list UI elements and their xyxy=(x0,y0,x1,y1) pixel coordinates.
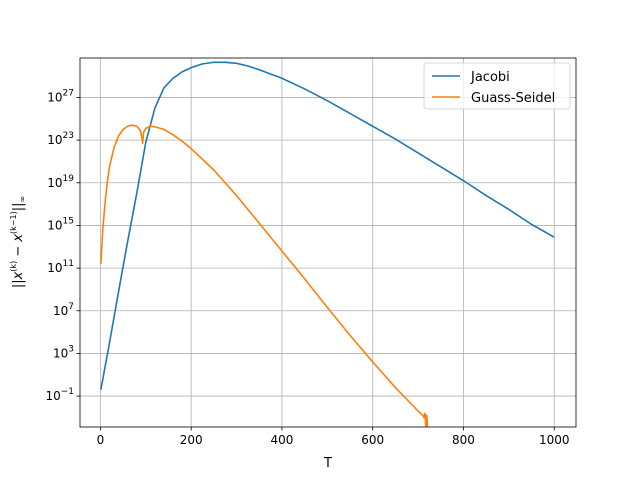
y-axis-label: ||x(k) − x(k−1)||∞ xyxy=(9,196,27,288)
legend: Jacobi Guass-Seidel xyxy=(423,62,571,110)
x-tick-label: 1000 xyxy=(539,433,570,447)
plot-frame xyxy=(79,57,577,428)
x-axis-label: T xyxy=(323,456,332,471)
legend-label: Guass-Seidel xyxy=(471,91,555,106)
plot-area xyxy=(80,58,576,427)
y-tick-label: 1023 xyxy=(47,131,74,147)
y-tick-label: 1011 xyxy=(47,259,74,275)
ticks: 0 200 400 600 800 1000 10−1 103 107 1011 1015 1019 1… xyxy=(45,88,569,447)
y-tick-label: 1027 xyxy=(47,88,74,104)
y-tick-label: 103 xyxy=(53,344,74,360)
series-layer xyxy=(100,61,555,427)
x-tick-label: 200 xyxy=(180,433,203,447)
legend-label: Jacobi xyxy=(470,70,510,85)
x-tick-label: 800 xyxy=(452,433,475,447)
grid xyxy=(80,58,576,427)
x-tick-label: 400 xyxy=(270,433,293,447)
y-tick-label: 1015 xyxy=(47,216,74,232)
svg-text:||x(k) − x(k−1)||∞: ||x(k) − x(k−1)||∞ xyxy=(9,196,27,288)
series-line-gauss-seidel xyxy=(100,124,429,427)
x-tick-label: 600 xyxy=(361,433,384,447)
y-tick-label: 107 xyxy=(53,302,74,318)
legend-box xyxy=(423,62,571,110)
x-tick-label: 0 xyxy=(97,433,105,447)
y-tick-label: 10−1 xyxy=(45,387,74,403)
series-line-jacobi xyxy=(100,61,555,390)
y-tick-label: 1019 xyxy=(47,174,74,190)
